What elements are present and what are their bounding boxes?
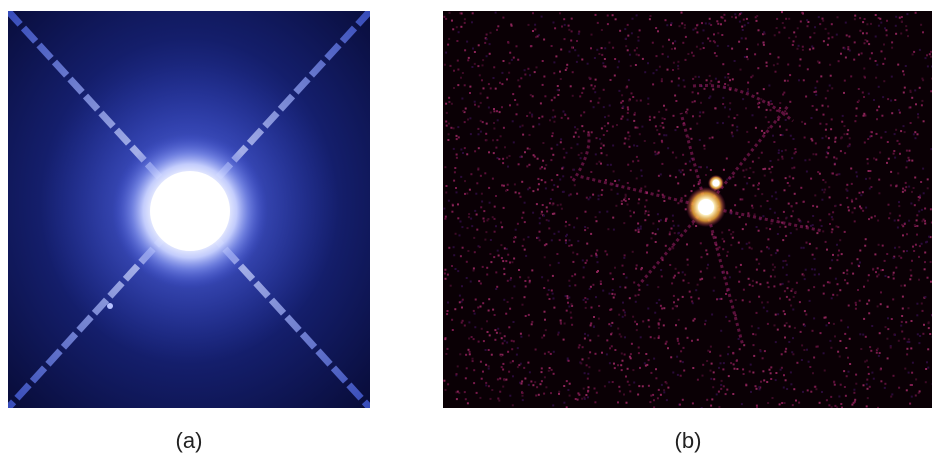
- companion-star-a: [107, 303, 113, 309]
- companion-core-b: [712, 179, 720, 187]
- star-core-a: [150, 171, 230, 251]
- photo-panel-a: [8, 11, 370, 408]
- panel-b-caption: (b): [674, 428, 702, 453]
- star-image-b: [443, 11, 932, 408]
- noise-field-b: [443, 11, 932, 408]
- panel-a-caption: (a): [175, 428, 203, 453]
- photo-panel-b: [443, 11, 932, 408]
- star-image-a: [8, 11, 370, 408]
- star-core-b: [698, 199, 714, 215]
